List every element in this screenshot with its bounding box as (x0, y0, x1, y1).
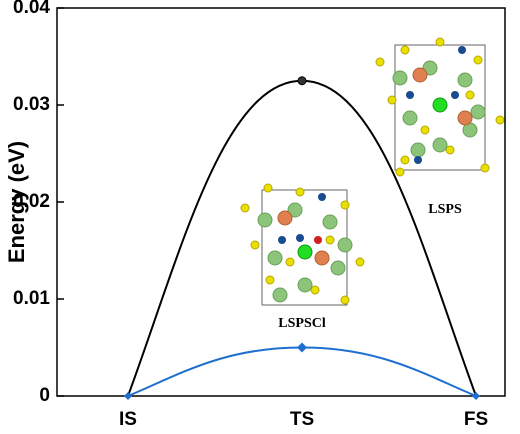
marker (472, 392, 480, 400)
y-axis-label: Energy (eV) (4, 141, 29, 263)
series-line (127, 346, 477, 397)
y-tick-label: 0 (39, 385, 50, 406)
marker (124, 392, 132, 400)
inset-structures (240, 37, 505, 306)
y-tick-label: 0.02 (13, 191, 50, 212)
annotation: LSPS (428, 202, 462, 217)
y-tick-label: 0.03 (13, 94, 50, 115)
x-tick-label: FS (464, 409, 488, 430)
marker (297, 76, 307, 86)
x-tick-label: TS (290, 409, 314, 430)
y-tick-label: 0.01 (13, 288, 50, 309)
x-tick-label: IS (119, 409, 137, 430)
y-tick-label: 0.04 (13, 0, 50, 18)
marker (297, 342, 307, 353)
annotation: LSPSCl (278, 316, 326, 331)
